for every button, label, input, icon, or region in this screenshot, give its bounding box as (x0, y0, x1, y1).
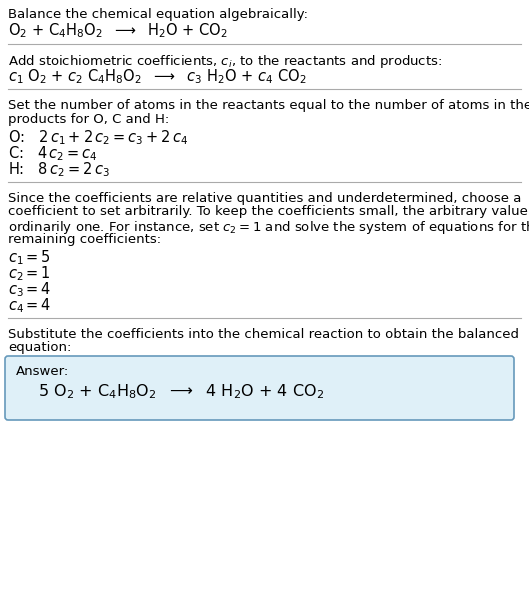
Text: H:   $8\,c_2 = 2\,c_3$: H: $8\,c_2 = 2\,c_3$ (8, 160, 110, 178)
Text: Substitute the coefficients into the chemical reaction to obtain the balanced: Substitute the coefficients into the che… (8, 328, 519, 341)
Text: Since the coefficients are relative quantities and underdetermined, choose a: Since the coefficients are relative quan… (8, 192, 522, 205)
Text: Set the number of atoms in the reactants equal to the number of atoms in the: Set the number of atoms in the reactants… (8, 99, 529, 112)
Text: $c_3 = 4$: $c_3 = 4$ (8, 280, 51, 299)
Text: $c_2 = 1$: $c_2 = 1$ (8, 264, 51, 283)
Text: $c_1$ O$_2$ + $c_2$ C$_4$H$_8$O$_2$  $\longrightarrow$  $c_3$ H$_2$O + $c_4$ CO$: $c_1$ O$_2$ + $c_2$ C$_4$H$_8$O$_2$ $\lo… (8, 67, 307, 86)
Text: ordinarily one. For instance, set $c_2 = 1$ and solve the system of equations fo: ordinarily one. For instance, set $c_2 =… (8, 219, 529, 236)
FancyBboxPatch shape (5, 356, 514, 420)
Text: 5 O$_2$ + C$_4$H$_8$O$_2$  $\longrightarrow$  4 H$_2$O + 4 CO$_2$: 5 O$_2$ + C$_4$H$_8$O$_2$ $\longrightarr… (38, 382, 324, 401)
Text: Balance the chemical equation algebraically:: Balance the chemical equation algebraica… (8, 8, 308, 21)
Text: remaining coefficients:: remaining coefficients: (8, 232, 161, 245)
Text: equation:: equation: (8, 342, 71, 354)
Text: $c_1 = 5$: $c_1 = 5$ (8, 248, 51, 266)
Text: O:   $2\,c_1 + 2\,c_2 = c_3 + 2\,c_4$: O: $2\,c_1 + 2\,c_2 = c_3 + 2\,c_4$ (8, 128, 188, 147)
Text: coefficient to set arbitrarily. To keep the coefficients small, the arbitrary va: coefficient to set arbitrarily. To keep … (8, 206, 529, 219)
Text: C:   $4\,c_2 = c_4$: C: $4\,c_2 = c_4$ (8, 144, 98, 163)
Text: O$_2$ + C$_4$H$_8$O$_2$  $\longrightarrow$  H$_2$O + CO$_2$: O$_2$ + C$_4$H$_8$O$_2$ $\longrightarrow… (8, 21, 228, 40)
Text: Add stoichiometric coefficients, $c_i$, to the reactants and products:: Add stoichiometric coefficients, $c_i$, … (8, 53, 442, 70)
Text: Answer:: Answer: (16, 365, 69, 378)
Text: products for O, C and H:: products for O, C and H: (8, 112, 169, 126)
Text: $c_4 = 4$: $c_4 = 4$ (8, 296, 51, 314)
